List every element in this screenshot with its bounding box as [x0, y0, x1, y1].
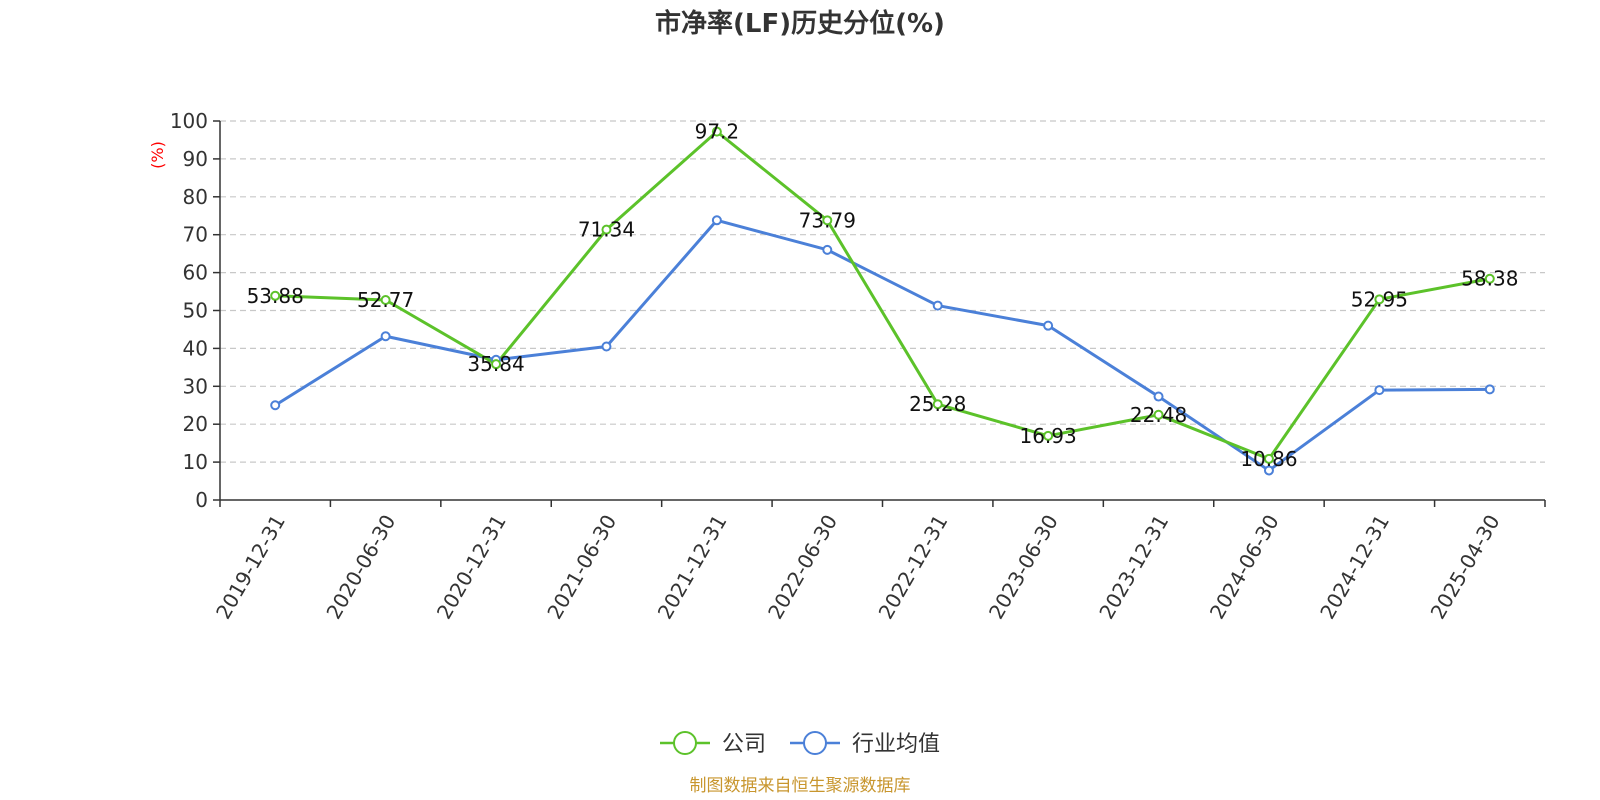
y-tick-label: 10 — [183, 450, 208, 474]
y-tick-label: 40 — [183, 336, 208, 360]
data-point-company[interactable] — [711, 126, 722, 137]
legend[interactable]: 公司 行业均值 — [660, 731, 940, 757]
data-point-company[interactable] — [601, 224, 612, 235]
axes — [213, 120, 1546, 507]
x-tick-label: 2022-06-30 — [763, 511, 842, 624]
data-labels: 53.88 52.77 35.84 71.34 97.2 73.79 25.28 16.93 2… — [247, 120, 1519, 471]
y-tick-label: 70 — [183, 223, 208, 247]
y-tick-label: 30 — [183, 374, 208, 398]
legend-item-industry[interactable]: 行业均值 — [790, 731, 940, 757]
legend-label: 公司 — [722, 732, 766, 757]
data-point-company[interactable] — [491, 359, 502, 370]
data-label: 53.88 — [247, 284, 304, 308]
chart-title: 市净率(LF)历史分位(%) — [655, 8, 945, 39]
data-point-industry[interactable] — [822, 244, 833, 255]
legend-marker — [673, 731, 697, 755]
data-point-company[interactable] — [380, 295, 391, 306]
data-point-industry[interactable] — [711, 215, 722, 226]
x-tick-labels: 2019-12-31 2020-06-30 2020-12-31 2021-06-30… — [211, 510, 1504, 623]
source-note: 制图数据来自恒生聚源数据库 — [690, 776, 911, 796]
data-point-company[interactable] — [270, 290, 281, 301]
y-axis-label: (%) — [148, 141, 167, 169]
data-point-company[interactable] — [1484, 273, 1495, 284]
series-layer — [270, 126, 1495, 476]
data-point-industry[interactable] — [932, 300, 943, 311]
y-tick-label: 60 — [183, 261, 208, 285]
data-point-industry[interactable] — [1484, 384, 1495, 395]
y-tick-label: 20 — [183, 412, 208, 436]
x-tick-label: 2025-04-30 — [1426, 511, 1505, 624]
data-point-company[interactable] — [1153, 409, 1164, 420]
series-line-company — [275, 130, 1491, 461]
data-point-company[interactable] — [932, 399, 943, 410]
y-tick-label: 0 — [195, 488, 208, 512]
data-point-company[interactable] — [1263, 453, 1274, 464]
y-tick-label: 100 — [170, 109, 208, 133]
data-label: 97.2 — [695, 120, 740, 144]
x-tick-label: 2020-06-30 — [321, 511, 400, 624]
data-label: 58.38 — [1461, 267, 1518, 291]
data-label: 25.28 — [909, 392, 966, 416]
data-point-industry[interactable] — [270, 400, 281, 411]
data-point-company[interactable] — [1043, 430, 1054, 441]
data-label: 10.86 — [1240, 447, 1297, 471]
y-tick-label: 50 — [183, 299, 208, 323]
x-tick-label: 2022-12-31 — [874, 510, 953, 623]
data-label: 22.48 — [1130, 403, 1187, 427]
legend-item-company[interactable]: 公司 — [660, 731, 766, 757]
y-tick-label: 90 — [183, 147, 208, 171]
x-tick-label: 2024-12-31 — [1315, 511, 1394, 624]
data-point-industry[interactable] — [1263, 465, 1274, 476]
data-point-industry[interactable] — [601, 341, 612, 352]
data-label: 52.95 — [1351, 287, 1408, 311]
data-label: 52.77 — [357, 288, 414, 312]
legend-marker — [803, 731, 827, 755]
series-line-industry — [274, 218, 1490, 472]
x-tick-label: 2021-12-31 — [653, 511, 732, 624]
data-point-industry[interactable] — [1043, 320, 1054, 331]
x-tick-label: 2019-12-31 — [211, 511, 290, 624]
data-point-industry[interactable] — [1374, 385, 1385, 396]
data-point-industry[interactable] — [380, 331, 391, 342]
data-label: 71.34 — [578, 218, 635, 242]
y-tick-label: 80 — [183, 185, 208, 209]
x-tick-label: 2023-12-31 — [1094, 511, 1173, 624]
data-point-company[interactable] — [822, 215, 833, 226]
y-tick-labels: 0 10 20 30 40 50 60 70 80 90 100 — [170, 109, 208, 512]
data-point-company[interactable] — [1374, 294, 1385, 305]
x-tick-label: 2020-12-31 — [432, 510, 511, 623]
legend-label: 行业均值 — [852, 732, 940, 757]
data-label: 16.93 — [1019, 424, 1076, 448]
x-tick-label: 2023-06-30 — [984, 511, 1063, 624]
data-label: 73.79 — [799, 208, 856, 232]
gridlines — [220, 120, 1545, 463]
x-tick-label: 2024-06-30 — [1205, 511, 1284, 624]
data-point-industry[interactable] — [1153, 391, 1164, 402]
data-label: 35.84 — [467, 352, 524, 376]
x-tick-label: 2021-06-30 — [542, 511, 621, 624]
